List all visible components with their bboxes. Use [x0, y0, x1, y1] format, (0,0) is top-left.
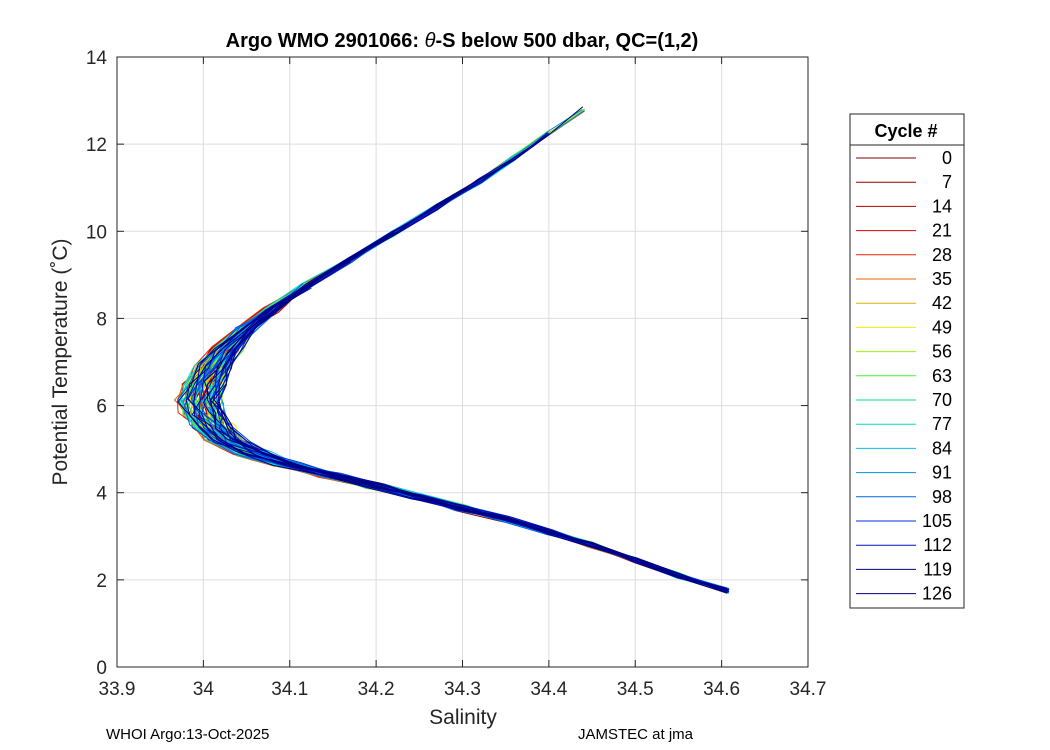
y-tick-label: 8	[96, 309, 107, 330]
y-tick-label: 0	[96, 658, 107, 679]
legend-label-0: 0	[942, 148, 952, 168]
legend-label-63: 63	[932, 366, 952, 386]
legend-label-56: 56	[932, 342, 952, 362]
x-tick-label: 34.6	[703, 679, 740, 700]
x-tick-label: 34.1	[271, 679, 308, 700]
profiles	[173, 106, 730, 594]
y-tick-label: 12	[86, 135, 107, 156]
legend-label-112: 112	[923, 535, 952, 555]
legend: Cycle # 0 7 14 21 28 35 42 49 56 63 70 77 84 91 98 105 1…	[849, 113, 965, 609]
legend-label-21: 21	[932, 221, 952, 241]
x-tick-label: 34.3	[444, 679, 481, 700]
legend-label-70: 70	[932, 390, 952, 410]
profile-line-126	[213, 232, 727, 590]
x-tick-label: 34.4	[530, 679, 567, 700]
footer-right: JAMSTEC at jma	[578, 726, 694, 743]
legend-label-84: 84	[932, 438, 952, 458]
legend-label-35: 35	[932, 269, 952, 289]
y-tick-label: 14	[86, 48, 108, 69]
x-axis-label: Salinity	[429, 706, 497, 729]
legend-label-14: 14	[932, 196, 952, 216]
y-axis-label: Potential Temperature (˚C)	[49, 238, 72, 485]
x-tick-label: 34.5	[617, 679, 654, 700]
ticks: 33.9 34 34.1 34.2 34.3 34.4 34.5 34.6 34.7 0 2 4 6 8 1…	[86, 48, 827, 700]
x-tick-label: 34	[193, 679, 215, 700]
footer-left: WHOI Argo:13-Oct-2025	[106, 726, 270, 743]
x-tick-label: 33.9	[99, 679, 136, 700]
y-tick-label: 10	[86, 222, 107, 243]
y-tick-label: 2	[96, 571, 107, 592]
legend-label-77: 77	[932, 414, 952, 434]
legend-label-98: 98	[932, 487, 952, 507]
legend-label-42: 42	[932, 293, 952, 313]
x-tick-label: 34.2	[358, 679, 395, 700]
legend-label-105: 105	[922, 511, 952, 531]
profile-line-126	[202, 232, 728, 591]
legend-label-28: 28	[932, 245, 952, 265]
y-tick-label: 4	[96, 484, 107, 505]
legend-label-49: 49	[932, 317, 952, 337]
legend-label-7: 7	[942, 172, 952, 192]
profile-line-119	[186, 132, 727, 594]
legend-label-126: 126	[922, 584, 952, 604]
chart-title: Argo WMO 2901066: θ-S below 500 dbar, QC…	[226, 30, 699, 52]
legend-label-91: 91	[932, 463, 952, 483]
legend-title: Cycle #	[874, 121, 937, 141]
x-tick-label: 34.7	[790, 679, 827, 700]
legend-label-119: 119	[923, 559, 952, 579]
y-tick-label: 6	[96, 397, 107, 418]
legend-box	[849, 113, 965, 609]
